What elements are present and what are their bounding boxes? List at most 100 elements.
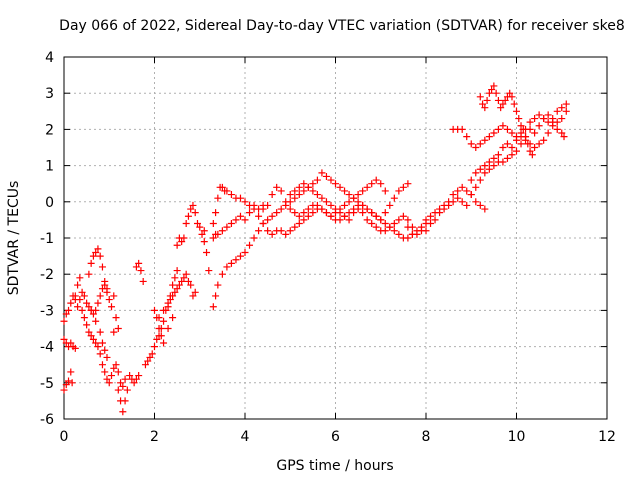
data-point xyxy=(110,328,118,336)
data-point xyxy=(458,125,466,133)
data-point xyxy=(241,198,249,206)
data-point xyxy=(510,100,518,108)
data-point xyxy=(381,220,389,228)
data-point xyxy=(68,379,76,387)
data-point xyxy=(218,183,226,191)
data-point xyxy=(189,201,197,209)
data-point xyxy=(112,361,120,369)
data-point xyxy=(78,306,86,314)
data-point xyxy=(203,248,211,256)
data-point xyxy=(110,364,118,372)
data-point xyxy=(476,201,484,209)
data-point xyxy=(160,317,168,325)
data-point xyxy=(476,176,484,184)
data-point xyxy=(540,136,548,144)
data-point xyxy=(485,165,493,173)
data-point xyxy=(103,375,111,383)
data-point xyxy=(341,212,349,220)
data-point xyxy=(549,122,557,130)
data-point xyxy=(531,144,539,151)
data-point xyxy=(386,223,394,231)
data-point xyxy=(395,187,403,195)
data-point xyxy=(67,299,75,307)
data-point xyxy=(160,306,168,314)
data-point xyxy=(295,191,303,199)
y-tick-label: -3 xyxy=(40,303,54,319)
data-point xyxy=(476,93,484,101)
data-point xyxy=(264,227,272,235)
data-point xyxy=(89,310,97,318)
data-point xyxy=(212,292,220,300)
data-point xyxy=(404,234,412,242)
data-point xyxy=(171,274,179,282)
data-point xyxy=(78,288,86,296)
data-point xyxy=(153,335,161,343)
data-point xyxy=(300,216,308,224)
data-point xyxy=(214,281,222,289)
data-point xyxy=(65,377,73,385)
data-point xyxy=(522,133,530,141)
data-point xyxy=(169,281,177,289)
data-point xyxy=(89,335,97,343)
data-point xyxy=(535,111,543,119)
data-point xyxy=(413,227,421,235)
data-point xyxy=(345,216,353,224)
data-point xyxy=(144,357,152,365)
data-point xyxy=(85,303,93,311)
data-point xyxy=(513,147,520,155)
data-point xyxy=(318,169,326,177)
data-point xyxy=(196,223,204,231)
data-point xyxy=(359,209,367,217)
data-point xyxy=(300,187,308,195)
data-point xyxy=(119,408,127,416)
data-point xyxy=(171,288,179,296)
data-point xyxy=(377,180,385,188)
data-point xyxy=(458,183,466,191)
data-point xyxy=(169,314,177,322)
data-point xyxy=(318,194,326,202)
data-point xyxy=(503,154,511,162)
data-point xyxy=(250,205,258,213)
data-point xyxy=(286,205,294,213)
data-point xyxy=(255,212,263,220)
data-point xyxy=(494,96,502,104)
data-point xyxy=(535,140,543,148)
data-point xyxy=(515,115,523,123)
x-tick-label: 10 xyxy=(508,429,526,445)
data-point xyxy=(291,187,299,195)
data-point xyxy=(467,176,475,184)
data-point xyxy=(399,212,407,220)
data-point xyxy=(544,111,552,119)
data-point xyxy=(336,183,344,191)
data-point xyxy=(472,198,480,206)
data-point xyxy=(268,212,276,220)
data-point xyxy=(497,104,505,112)
data-point xyxy=(87,306,95,314)
data-point xyxy=(101,277,109,285)
data-point xyxy=(108,372,116,380)
data-point xyxy=(191,209,199,217)
data-point xyxy=(476,140,484,148)
data-point xyxy=(123,386,131,394)
data-point xyxy=(209,303,217,311)
data-point xyxy=(449,198,457,206)
data-point xyxy=(490,154,498,162)
data-point xyxy=(490,82,498,90)
data-point xyxy=(295,183,303,191)
data-point xyxy=(499,144,507,151)
data-point xyxy=(501,96,509,104)
data-point xyxy=(101,368,109,376)
data-point xyxy=(65,306,73,314)
data-point xyxy=(363,216,371,224)
data-point xyxy=(151,306,158,314)
data-point xyxy=(273,209,281,217)
data-point xyxy=(200,238,208,246)
data-point xyxy=(103,285,111,293)
data-point xyxy=(431,216,439,224)
data-point xyxy=(227,259,235,267)
data-point xyxy=(463,133,471,141)
data-point xyxy=(148,350,156,358)
data-point xyxy=(318,205,326,213)
data-point xyxy=(503,140,511,148)
